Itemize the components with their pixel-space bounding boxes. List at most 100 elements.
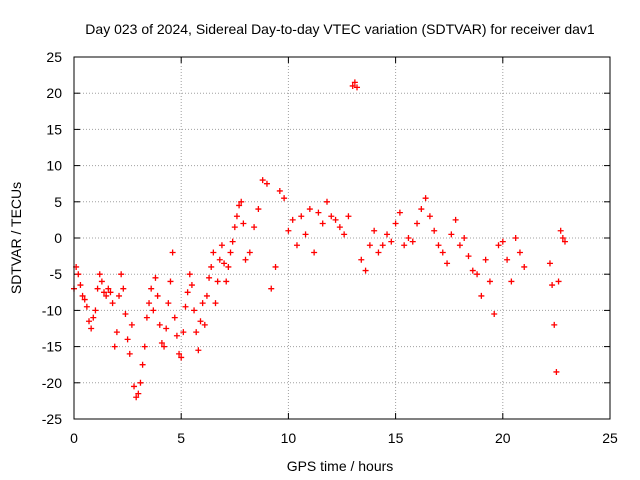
data-point [135, 390, 142, 397]
data-point [435, 242, 442, 249]
data-point [336, 224, 343, 231]
data-point [276, 187, 283, 194]
data-point [139, 361, 146, 368]
data-point [75, 271, 82, 278]
data-point [289, 216, 296, 223]
data-point [197, 318, 204, 325]
y-tick-label: -10 [42, 302, 62, 318]
data-point [146, 300, 153, 307]
data-point [405, 235, 412, 241]
data-point [96, 271, 103, 278]
data-point [448, 231, 455, 238]
data-point [311, 249, 318, 256]
data-point [113, 329, 120, 336]
y-tick-label: -20 [42, 375, 62, 391]
axis-ticks: 0 5 10 15 20 25 25 20 15 10 5 0 -5 -10 -15 -20 -25 [42, 49, 618, 446]
data-point [88, 325, 95, 332]
data-point [546, 260, 553, 267]
data-point [259, 177, 266, 184]
data-point [238, 198, 245, 205]
data-point [156, 321, 163, 328]
data-point [281, 195, 288, 202]
grid [74, 57, 610, 419]
data-point [272, 263, 279, 270]
data-point [218, 242, 225, 249]
data-point [133, 394, 140, 401]
data-point [306, 206, 313, 213]
data-point [158, 339, 165, 346]
y-tick-label: 0 [54, 230, 62, 246]
data-point [109, 300, 116, 307]
data-point [105, 285, 112, 292]
data-point [154, 292, 161, 299]
y-tick-label: 15 [46, 121, 62, 137]
y-tick-label: -15 [42, 339, 62, 355]
y-tick-label: 20 [46, 85, 62, 101]
data-point [128, 321, 135, 328]
data-point [186, 271, 193, 278]
data-point [180, 329, 187, 336]
data-point [422, 195, 429, 202]
x-axis-label: GPS time / hours [287, 458, 394, 474]
data-point [495, 242, 502, 249]
y-tick-label: 25 [46, 49, 62, 65]
data-point [285, 227, 292, 234]
data-point [512, 235, 519, 241]
data-point [551, 321, 558, 328]
data-point [165, 300, 172, 307]
data-point [184, 289, 191, 296]
data-point [315, 209, 322, 216]
data-points [71, 79, 568, 401]
data-point [79, 292, 86, 299]
data-point [242, 256, 249, 263]
data-point [225, 263, 232, 270]
data-point [167, 278, 174, 285]
data-point [212, 300, 219, 307]
data-point [559, 235, 566, 241]
data-point [439, 249, 446, 256]
data-point [431, 227, 438, 234]
data-point [191, 307, 198, 314]
data-point [171, 314, 178, 321]
x-tick-label: 20 [495, 430, 511, 446]
data-point [206, 274, 213, 281]
data-point [94, 285, 101, 292]
data-point [328, 213, 335, 220]
data-point [396, 209, 403, 216]
data-point [229, 238, 236, 245]
data-point [81, 296, 88, 303]
data-point [561, 238, 568, 245]
y-tick-label: -25 [42, 411, 62, 427]
x-tick-label: 5 [177, 430, 185, 446]
data-point [131, 383, 138, 390]
data-point [555, 278, 562, 285]
data-point [208, 263, 215, 270]
data-point [122, 311, 129, 318]
data-point [384, 231, 391, 238]
x-tick-label: 0 [70, 430, 78, 446]
data-point [358, 256, 365, 263]
data-point [319, 220, 326, 227]
data-point [298, 213, 305, 220]
data-point [549, 282, 556, 289]
data-point [111, 343, 118, 350]
data-point [351, 79, 358, 86]
data-point [124, 336, 131, 343]
x-tick-label: 10 [281, 430, 297, 446]
data-point [456, 242, 463, 249]
data-point [362, 267, 369, 274]
data-point [221, 260, 228, 267]
data-point [504, 256, 511, 263]
data-point [255, 206, 262, 213]
data-point [426, 213, 433, 220]
data-point [161, 343, 168, 350]
data-point [223, 278, 230, 285]
data-point [332, 216, 339, 223]
data-point [86, 318, 93, 325]
data-point [163, 325, 170, 332]
data-point [231, 224, 238, 231]
data-point [152, 274, 159, 281]
data-point [354, 84, 361, 91]
data-point [150, 307, 157, 314]
chart-title: Day 023 of 2024, Sidereal Day-to-day VTE… [85, 21, 595, 37]
